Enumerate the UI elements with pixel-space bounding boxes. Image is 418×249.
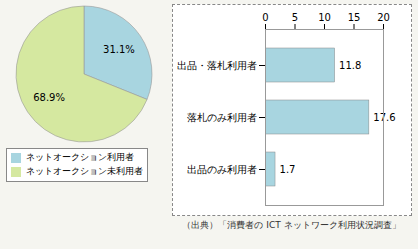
svg-text:10: 10 bbox=[318, 12, 331, 23]
svg-text:0: 0 bbox=[262, 12, 268, 23]
svg-text:出品・落札利用者: 出品・落札利用者 bbox=[176, 60, 256, 71]
svg-text:68.9%: 68.9% bbox=[33, 92, 65, 103]
svg-text:1.7: 1.7 bbox=[279, 164, 295, 175]
svg-text:5: 5 bbox=[291, 12, 297, 23]
svg-text:15: 15 bbox=[347, 12, 360, 23]
svg-text:11.8: 11.8 bbox=[339, 60, 361, 71]
svg-text:20: 20 bbox=[377, 12, 390, 23]
html-text:ネットオークション利用者: ネットオークション利用者 bbox=[25, 152, 134, 162]
html-text:（出典）「消費者の ICT ネットワーク利用状況調査」: （出典）「消費者の ICT ネットワーク利用状況調査」 bbox=[182, 220, 401, 230]
svg-text:31.1%: 31.1% bbox=[103, 44, 135, 55]
svg-text:17.6: 17.6 bbox=[373, 112, 395, 123]
html-text:ネットオークション未利用者: ネットオークション未利用者 bbox=[25, 166, 143, 176]
svg-text:落札のみ利用者: 落札のみ利用者 bbox=[186, 112, 256, 123]
svg-text:出品のみ利用者: 出品のみ利用者 bbox=[186, 164, 256, 175]
